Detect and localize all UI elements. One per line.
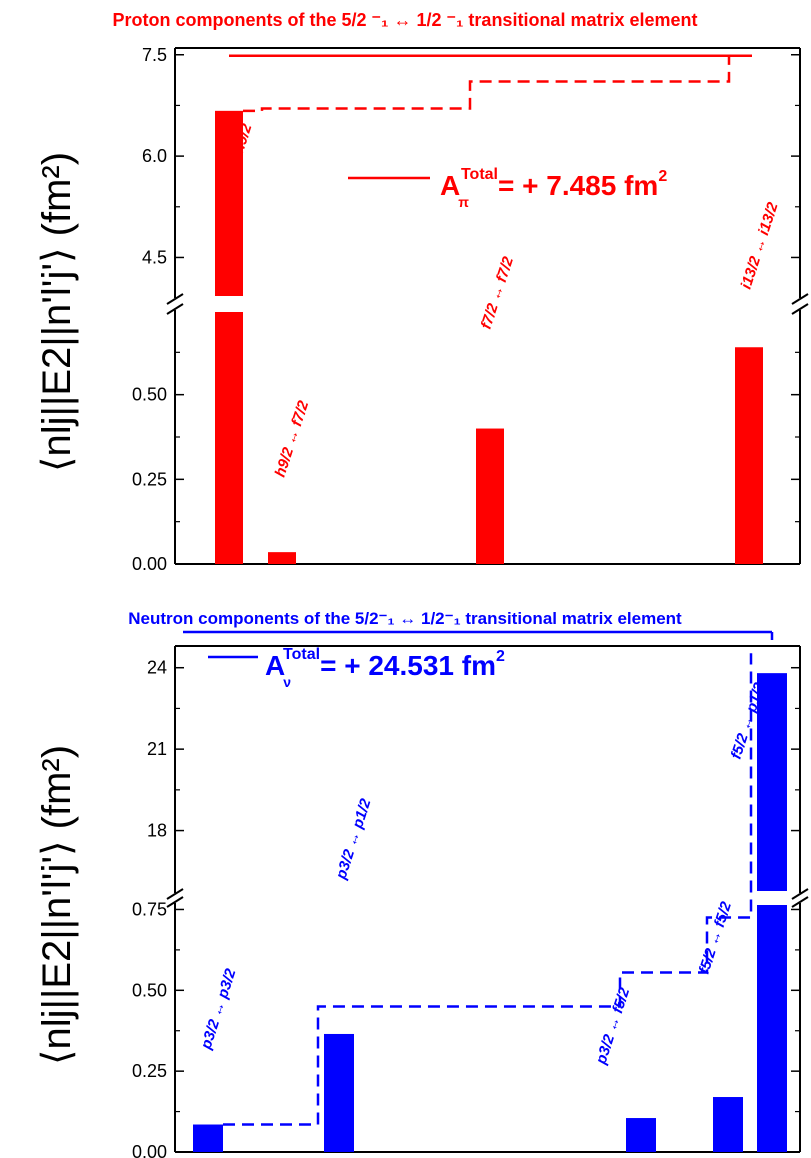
y-tick-label: 7.5	[142, 45, 167, 65]
total-sub: ν	[283, 674, 291, 690]
y-tick-label: 4.5	[142, 247, 167, 267]
cumulative-line	[223, 653, 753, 1126]
total-sup: Total	[461, 166, 498, 183]
axis-break-mark	[791, 293, 809, 305]
neutron-chart: 18 21 24 0.00 0.25 0.50 0.75 p3/2 ↔ p3/2 p3/2 ↔ …	[132, 630, 809, 1158]
axis-break-mark	[166, 293, 184, 305]
y-tick-label: 6.0	[142, 146, 167, 166]
total-text: = + 7.485 fm	[498, 170, 658, 201]
bar	[757, 673, 787, 891]
y-tick-label: 0.00	[132, 554, 167, 574]
neutron-y-axis-label: ⟨nlj||E2||n'l'j'⟩ (fm²)	[35, 745, 79, 1065]
axis-break-mark	[166, 896, 184, 908]
y-tick-label: 24	[147, 658, 167, 678]
y-tick-label: 18	[147, 821, 167, 841]
proton-y-axis-label: ⟨nlj||E2||n'l'j'⟩ (fm²)	[35, 152, 79, 472]
total-label: A	[265, 650, 285, 681]
axis-break-mark	[166, 888, 184, 900]
axis-break-mark	[166, 303, 184, 315]
y-tick-label: 0.25	[132, 1061, 167, 1081]
y-tick-label: 0.50	[132, 385, 167, 405]
cumulative-line	[243, 54, 749, 113]
total-unit-exp: 2	[496, 648, 505, 665]
bar	[476, 428, 504, 564]
bar-label: p3/2 ↔ p1/2	[332, 796, 374, 882]
total-sup: Total	[283, 646, 320, 663]
bar	[215, 110, 243, 297]
bar-label: f7/2 ↔ f7/2	[478, 254, 518, 331]
y-tick-label: 0.50	[132, 980, 167, 1000]
total-text: = + 24.531 fm	[320, 650, 496, 681]
y-tick-label: 0.25	[132, 469, 167, 489]
neutron-panel-title: Neutron components of the 5/2⁻₁ ↔ 1/2⁻₁ …	[128, 609, 682, 628]
axis-break-mark	[791, 888, 809, 900]
bar-label: p3/2 ↔ p3/2	[197, 966, 239, 1052]
y-tick-label: 0.00	[132, 1142, 167, 1158]
bar	[713, 1097, 743, 1152]
axis-break-mark	[791, 896, 809, 908]
bar	[193, 1124, 223, 1152]
axis-break-mark	[791, 303, 809, 315]
bar	[268, 552, 296, 564]
bar	[215, 312, 243, 564]
bar	[324, 1033, 354, 1152]
bar-label: p3/2 ↔ f5/2	[592, 985, 633, 1067]
total-unit-exp: 2	[658, 168, 667, 185]
bar	[626, 1118, 656, 1152]
bar-label: h9/2 ↔ f7/2	[272, 398, 313, 479]
bar-label: f5/2 ↔ f5/2	[696, 899, 736, 976]
total-sub: π	[458, 194, 469, 210]
total-label: A	[440, 170, 460, 201]
y-tick-label: 21	[147, 739, 167, 759]
bar	[735, 347, 763, 564]
proton-panel-title: Proton components of the 5/2 ⁻₁ ↔ 1/2 ⁻₁…	[113, 10, 698, 30]
y-tick-label: 0.75	[132, 899, 167, 919]
bar-label: i13/2 ↔ i13/2	[738, 200, 782, 292]
bar	[757, 905, 787, 1152]
